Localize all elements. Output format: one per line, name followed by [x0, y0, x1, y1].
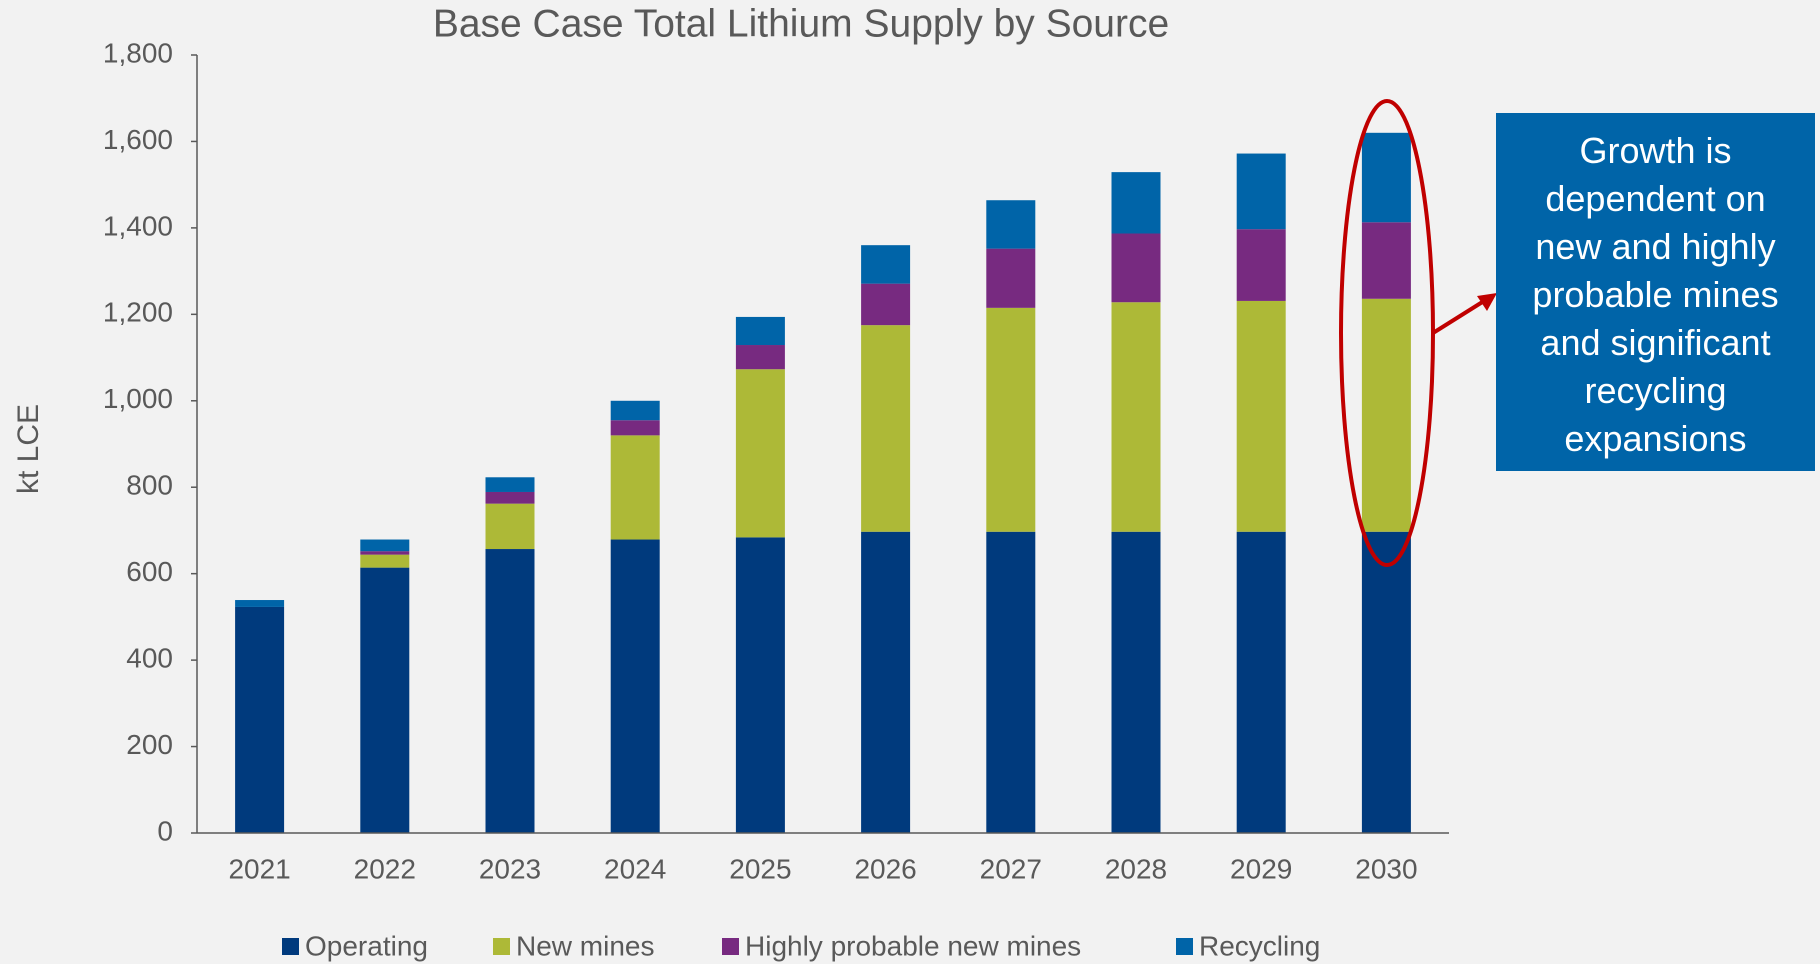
bar-segment [360, 551, 410, 555]
bar-segment [1361, 298, 1411, 532]
legend-label: New mines [516, 930, 654, 961]
x-tick-label: 2030 [1355, 853, 1417, 884]
bar-segment [1361, 132, 1411, 223]
bar-segment [610, 539, 660, 833]
bar-segment [1236, 153, 1286, 230]
bar-segment [735, 316, 785, 346]
chart-title: Base Case Total Lithium Supply by Source [433, 2, 1169, 45]
bar-segment [485, 477, 535, 492]
y-tick-label: 1,800 [103, 37, 173, 68]
legend-label: Highly probable new mines [745, 930, 1081, 961]
y-tick-label: 1,600 [103, 124, 173, 155]
y-tick-label: 1,200 [103, 297, 173, 328]
bar-segment [1111, 172, 1161, 234]
bar-segment [485, 503, 535, 550]
x-tick-label: 2026 [854, 853, 916, 884]
y-tick-label: 0 [157, 815, 173, 846]
legend-swatch [493, 938, 510, 955]
x-tick-label: 2021 [228, 853, 290, 884]
y-tick-label: 800 [126, 470, 173, 501]
y-tick-label: 600 [126, 556, 173, 587]
bar-segment [1111, 531, 1161, 833]
legend-swatch [722, 938, 739, 955]
x-tick-label: 2024 [604, 853, 666, 884]
bar-segment [610, 420, 660, 436]
bar-segment [1236, 229, 1286, 301]
callout-arrow [1431, 299, 1486, 335]
bar-segment [986, 307, 1036, 532]
bar-segment [986, 531, 1036, 833]
bar-segment [861, 325, 911, 532]
bar-segment [485, 491, 535, 504]
bar-segment [235, 600, 285, 607]
bar-segment [1361, 531, 1411, 833]
bar-segment [610, 435, 660, 540]
bar-segment [986, 248, 1036, 308]
y-tick-label: 1,400 [103, 210, 173, 241]
x-tick-label: 2022 [354, 853, 416, 884]
bar-segment [986, 200, 1036, 249]
x-tick-label: 2023 [479, 853, 541, 884]
legend-swatch [282, 938, 299, 955]
x-tick-label: 2027 [980, 853, 1042, 884]
bar-segment [735, 537, 785, 833]
bar-segment [360, 539, 410, 552]
bar-segment [861, 245, 911, 284]
y-tick-label: 1,000 [103, 383, 173, 414]
legend-label: Recycling [1199, 930, 1320, 961]
x-tick-label: 2029 [1230, 853, 1292, 884]
bar-segment [735, 345, 785, 370]
y-axis-label: kt LCE [12, 404, 45, 494]
bar-segment [1111, 233, 1161, 303]
bar-segment [235, 606, 285, 833]
x-tick-label: 2025 [729, 853, 791, 884]
bar-segment [861, 531, 911, 833]
legend-swatch [1176, 938, 1193, 955]
bar-segment [1236, 531, 1286, 833]
bar-segment [1111, 302, 1161, 532]
annotation: Growth is dependent on new and highly pr… [1496, 113, 1815, 471]
x-tick-label: 2028 [1105, 853, 1167, 884]
bar-segment [1361, 222, 1411, 299]
bar-segment [610, 400, 660, 421]
bar-segment [360, 554, 410, 568]
bar-segment [1236, 300, 1286, 532]
bar-segment [360, 567, 410, 833]
bar-segment [485, 549, 535, 833]
bar-segment [735, 369, 785, 538]
callout-arrowhead [1477, 293, 1497, 311]
bar-segment [861, 283, 911, 326]
y-tick-label: 200 [126, 729, 173, 760]
y-tick-label: 400 [126, 643, 173, 674]
legend-label: Operating [305, 930, 428, 961]
